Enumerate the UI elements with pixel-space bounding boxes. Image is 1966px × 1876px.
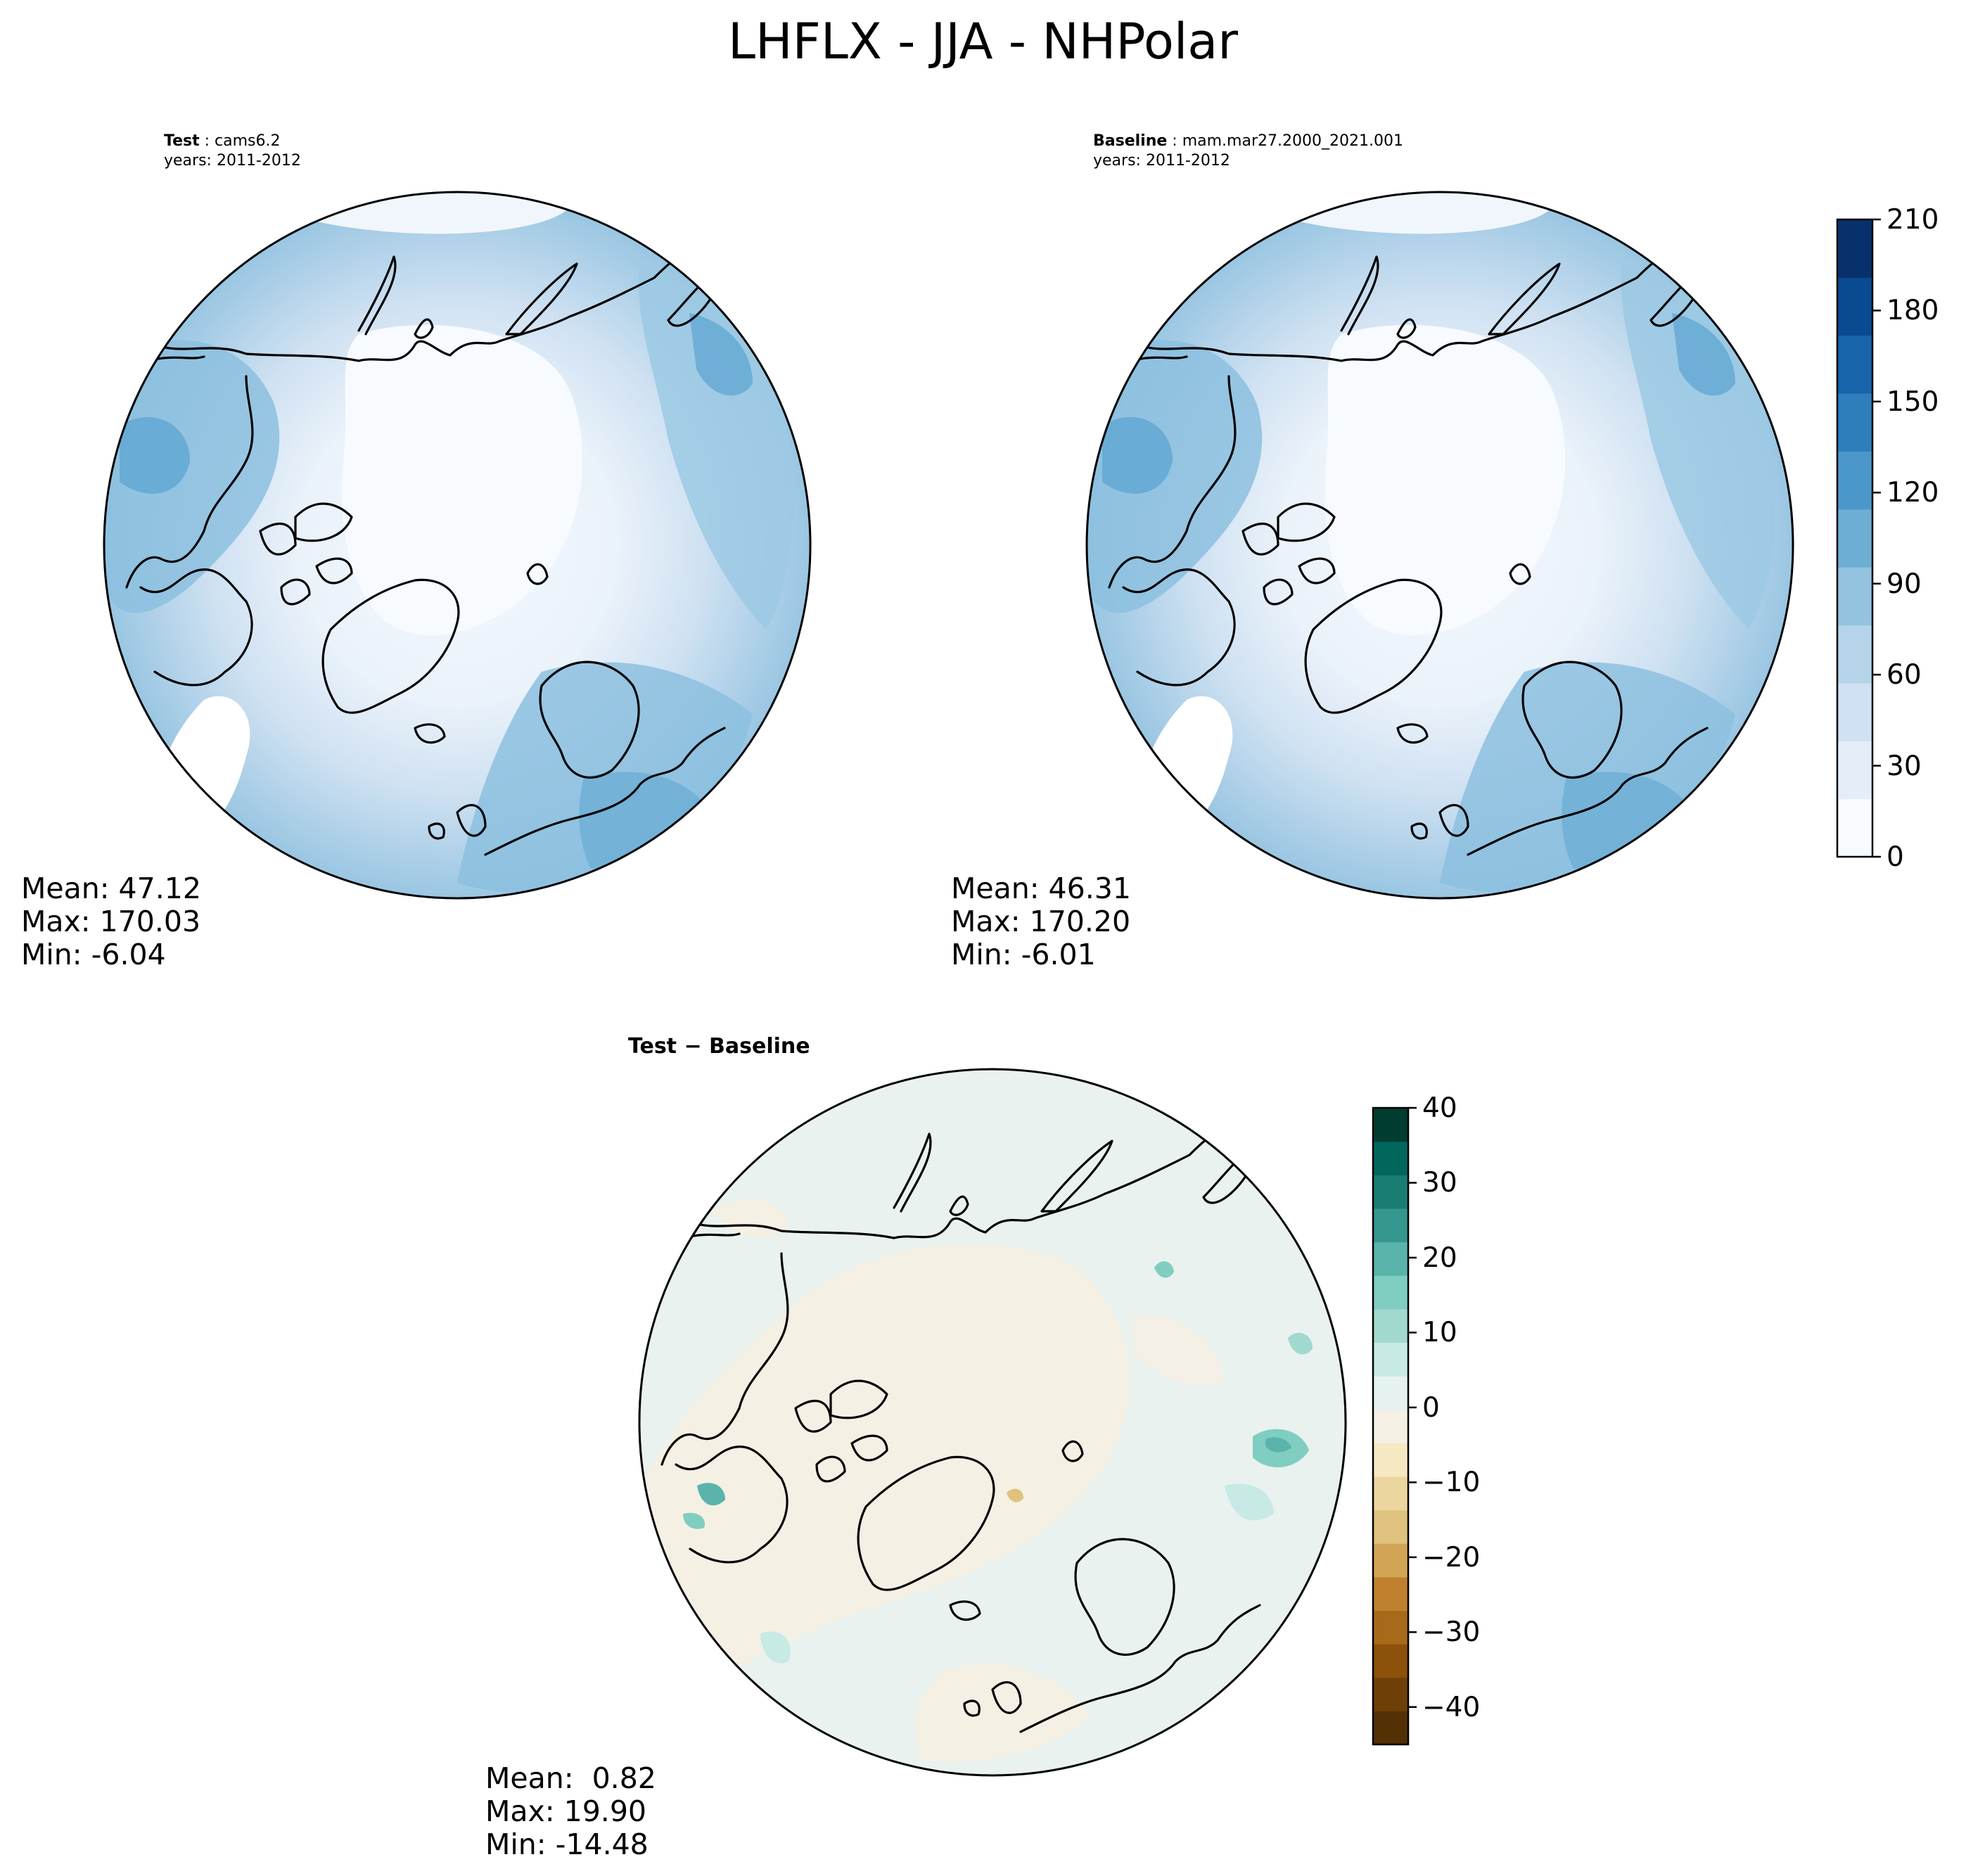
main-colorbar-tick-label: 150 [1887,385,1939,418]
main-colorbar-color-step [1837,798,1872,857]
difference-colorbar [1372,1106,1417,1746]
main-colorbar-color-step [1837,741,1872,800]
main-colorbar-tick-label: 90 [1887,568,1922,600]
main-colorbar-frame [1836,218,1874,858]
difference-colorbar-color-step [1373,1409,1408,1443]
baseline-min: Min: -6.01 [951,938,1096,971]
difference-stats: Mean: 0.82 Max: 19.90 Min: -14.48 [485,1762,656,1861]
test-mean: Mean: 47.12 [21,872,201,905]
difference-max: Max: 19.90 [485,1794,646,1828]
baseline-stats: Mean: 46.31 Max: 170.20 Min: -6.01 [951,872,1131,971]
difference-colorbar-color-step [1373,1543,1408,1578]
test-separator: : [199,132,215,150]
main-colorbar-color-step [1837,219,1872,278]
difference-colorbar-color-step [1373,1208,1408,1243]
difference-colorbar-tick-label: 0 [1422,1391,1440,1424]
difference-colorbar-tick-label: −10 [1422,1467,1481,1499]
main-colorbar-color-step [1837,335,1872,394]
main-colorbar [1836,218,1881,858]
main-colorbar-color-step [1837,509,1872,568]
test-label: Test [164,132,200,150]
baseline-max: Max: 170.20 [951,905,1131,938]
main-colorbar-tick-label: 30 [1887,750,1922,782]
difference-colorbar-frame [1372,1106,1410,1746]
test-case-name: cams6.2 [215,132,281,150]
difference-colorbar-tick-label: 40 [1422,1092,1457,1124]
difference-colorbar-color-step [1373,1610,1408,1645]
baseline-label: Baseline [1093,132,1168,150]
main-colorbar-tick-label: 0 [1887,841,1904,873]
difference-colorbar-color-step [1373,1242,1408,1276]
difference-panel-title: Test − Baseline [628,1034,810,1059]
difference-colorbar-color-step [1373,1308,1408,1344]
main-colorbar-color-step [1837,567,1872,626]
difference-colorbar-tick-label: −20 [1422,1541,1481,1574]
difference-colorbar-color-step [1373,1141,1408,1175]
difference-colorbar-color-step [1373,1342,1408,1377]
baseline-years: years: 2011-2012 [1093,152,1230,170]
main-colorbar-color-step [1837,625,1872,684]
baseline-panel-title: Baseline : mam.mar27.2000_2021.001 years… [1093,132,1403,171]
main-colorbar-color-step [1837,393,1872,452]
main-colorbar-tick-label: 120 [1887,477,1939,509]
baseline-case-name: mam.mar27.2000_2021.001 [1182,132,1403,150]
difference-colorbar-color-step [1373,1677,1408,1711]
difference-min: Min: -14.48 [485,1827,649,1861]
main-colorbar-color-step [1837,451,1872,510]
test-panel-title: Test : cams6.2 years: 2011-2012 [164,132,301,171]
difference-colorbar-color-step [1373,1376,1408,1410]
difference-colorbar-tick-label: −30 [1422,1616,1481,1649]
difference-colorbar-color-step [1373,1275,1408,1310]
difference-colorbar-color-step [1373,1443,1408,1477]
figure-title: LHFLX - JJA - NHPolar [728,13,1238,70]
test-map [103,191,812,900]
main-colorbar-color-step [1837,277,1872,336]
difference-colorbar-tick-label: 20 [1422,1242,1457,1274]
baseline-separator: : [1167,132,1182,150]
difference-colorbar-tick-label: 10 [1422,1317,1457,1349]
difference-colorbar-tick-label: 30 [1422,1167,1457,1199]
main-colorbar-tick-label: 210 [1887,204,1939,236]
baseline-mean: Mean: 46.31 [951,872,1131,905]
difference-colorbar-color-step [1373,1175,1408,1209]
test-years: years: 2011-2012 [164,152,301,170]
difference-colorbar-tick-label: −40 [1422,1691,1481,1723]
test-min: Min: -6.04 [21,938,166,971]
test-max: Max: 170.03 [21,905,201,938]
difference-mean: Mean: 0.82 [485,1761,656,1795]
main-colorbar-tick-label: 60 [1887,659,1922,691]
difference-colorbar-color-step [1373,1510,1408,1544]
main-colorbar-color-step [1837,682,1872,741]
difference-colorbar-color-step [1373,1108,1408,1142]
baseline-map [1085,191,1794,900]
difference-colorbar-color-step [1373,1711,1408,1745]
main-colorbar-tick-label: 180 [1887,295,1939,327]
difference-colorbar-color-step [1373,1644,1408,1678]
difference-colorbar-color-step [1373,1576,1408,1612]
difference-map [638,1068,1347,1777]
difference-colorbar-color-step [1373,1476,1408,1511]
test-stats: Mean: 47.12 Max: 170.03 Min: -6.04 [21,872,201,971]
